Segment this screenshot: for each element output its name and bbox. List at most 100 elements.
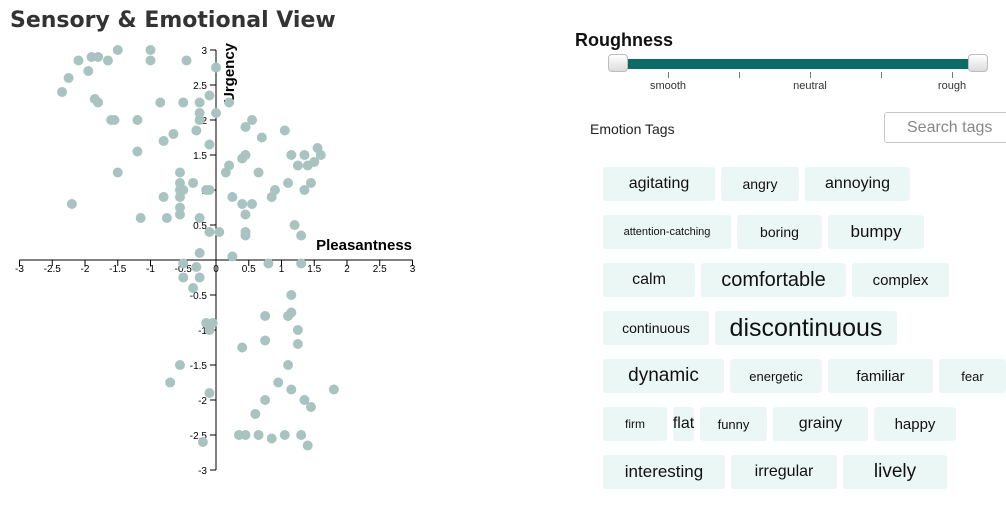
scatter-point (178, 272, 189, 283)
scatter-point (260, 395, 271, 405)
scatter-point (263, 258, 274, 269)
scatter-point (194, 213, 205, 223)
y-tick-label: 2 (201, 116, 207, 127)
scatter-point (197, 437, 208, 447)
scatter-point (145, 45, 156, 55)
tick-mark (881, 72, 882, 78)
tag-calm[interactable]: calm (603, 263, 695, 297)
scatter-point (194, 115, 205, 125)
scatter-point (296, 430, 307, 440)
tag-happy[interactable]: happy (874, 407, 956, 441)
tag-attention-catching[interactable]: attention-catching (603, 215, 731, 249)
scatter-point (83, 66, 94, 76)
scatter-point (158, 136, 169, 146)
scatter-point (315, 150, 326, 160)
scatter-point (211, 62, 221, 73)
tag-flat[interactable]: flat (673, 407, 694, 441)
scatter-point (178, 97, 189, 108)
tick-mark (668, 72, 669, 78)
scatter-point (283, 311, 294, 321)
roughness-slider-range (618, 59, 978, 69)
tag-complex[interactable]: complex (852, 263, 949, 297)
scatter-point (204, 185, 215, 195)
scatter-point (63, 73, 74, 83)
emotion-tag-cloud: agitating angry annoying attention-catching… (603, 167, 1006, 503)
scatter-point (224, 97, 235, 108)
scatter-point (240, 430, 251, 440)
scatter-point (279, 125, 290, 136)
scatter-point (188, 283, 199, 293)
x-tick-label: 1 (279, 264, 285, 275)
roughness-slider[interactable] (608, 54, 988, 72)
scatter-point (289, 220, 300, 230)
tag-agitating[interactable]: agitating (603, 167, 715, 201)
slider-label-neutral: neutral (793, 80, 827, 92)
scatter-point (155, 97, 166, 108)
x-tick-label: -3 (15, 264, 24, 275)
scatter-point (266, 433, 277, 444)
scatter-point (204, 227, 215, 237)
scatter-point (204, 388, 215, 398)
scatter-point (237, 199, 248, 209)
scatter-point (279, 430, 290, 440)
tag-bumpy[interactable]: bumpy (828, 215, 924, 249)
scatter-point (247, 199, 258, 209)
scatter-point (112, 167, 123, 178)
tag-annoying[interactable]: annoying (805, 167, 910, 201)
tick-mark (952, 72, 953, 78)
scatter-point (93, 52, 104, 62)
scatter-point (220, 167, 231, 178)
scatter-point (227, 251, 238, 262)
tag-irregular[interactable]: irregular (731, 455, 837, 489)
control-panel: Roughness smooth neutral rough Emotion T… (575, 0, 1006, 516)
scatter-point (286, 290, 297, 300)
x-tick-label: 2.5 (373, 264, 387, 275)
y-tick-label: 3 (201, 46, 207, 57)
tag-lively[interactable]: lively (843, 455, 947, 489)
tag-firm[interactable]: firm (603, 407, 667, 441)
tag-row: attention-catching boring bumpy (603, 215, 1006, 249)
tag-continuous[interactable]: continuous (603, 311, 709, 345)
scatter-point (204, 325, 215, 335)
scatter-point (174, 360, 185, 370)
scatter-point (112, 45, 123, 55)
tag-boring[interactable]: boring (737, 215, 822, 249)
y-tick-label: 2.5 (193, 81, 207, 92)
y-tick-label: -2.5 (190, 431, 208, 442)
scatter-point (283, 178, 294, 188)
emotion-tags-title: Emotion Tags (590, 121, 675, 137)
scatter-point (273, 377, 284, 388)
scatter-point (240, 227, 251, 237)
tag-grainy[interactable]: grainy (773, 407, 868, 441)
tag-interesting[interactable]: interesting (603, 455, 725, 489)
scatter-point (188, 178, 199, 188)
scatter-point (227, 192, 238, 202)
tag-energetic[interactable]: energetic (730, 359, 822, 393)
scatter-point (302, 160, 313, 171)
tag-comfortable[interactable]: comfortable (701, 263, 846, 297)
scatter-point (292, 160, 303, 171)
scatter-point (174, 192, 185, 202)
scatter-point (299, 395, 310, 405)
tag-familiar[interactable]: familiar (828, 359, 933, 393)
tag-dynamic[interactable]: dynamic (603, 359, 724, 393)
scatter-point (158, 192, 169, 202)
search-tags-input[interactable] (884, 112, 1006, 143)
scatter-point (168, 129, 179, 139)
tag-fear[interactable]: fear (939, 359, 1006, 393)
scatter-point (253, 167, 264, 178)
tag-funny[interactable]: funny (700, 407, 767, 441)
roughness-max-handle[interactable] (968, 54, 988, 72)
scatter-point (237, 153, 248, 164)
y-tick-label: -2 (198, 396, 207, 407)
x-tick-label: -2 (81, 264, 90, 275)
scatter-point (299, 185, 310, 195)
tag-row: continuous discontinuous (603, 311, 1006, 345)
scatter-point (240, 209, 251, 220)
tag-angry[interactable]: angry (721, 167, 799, 201)
tag-discontinuous[interactable]: discontinuous (715, 311, 897, 345)
scatter-point (174, 167, 185, 178)
roughness-min-handle[interactable] (608, 54, 628, 72)
scatter-point (73, 55, 84, 66)
x-tick-label: 2 (344, 264, 350, 275)
